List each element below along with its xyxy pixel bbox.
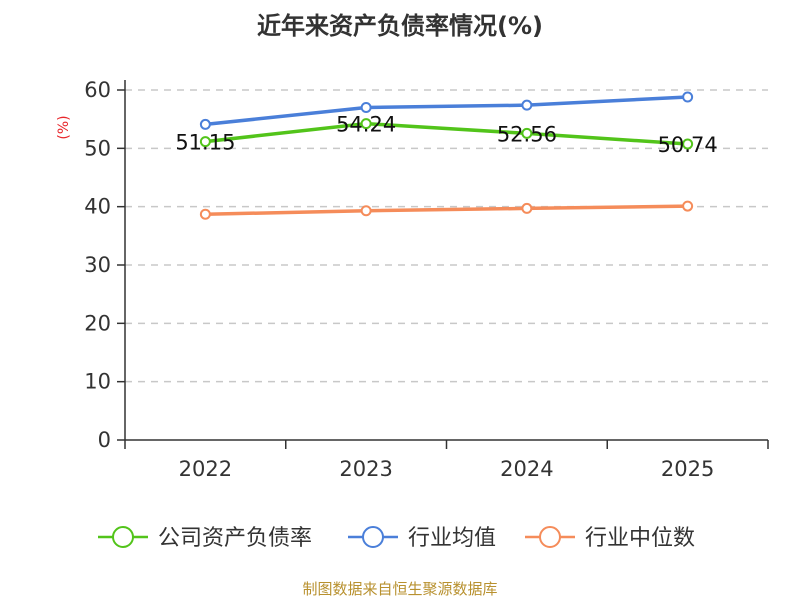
data-label: 52.56 — [497, 122, 557, 146]
x-tick-label: 2024 — [500, 457, 553, 481]
y-tick-label: 30 — [84, 253, 111, 277]
legend-marker — [112, 526, 134, 548]
data-label: 50.74 — [658, 133, 718, 157]
series-line-2 — [203, 204, 690, 216]
data-point — [521, 127, 533, 139]
legend-marker — [539, 526, 561, 548]
chart-title: 近年来资产负债率情况(%) — [257, 12, 543, 40]
data-point — [199, 136, 211, 148]
series-line-1 — [203, 95, 690, 127]
data-point — [360, 118, 372, 130]
data-point — [360, 102, 372, 113]
x-tick-label: 2025 — [661, 457, 714, 481]
data-point — [682, 91, 694, 103]
y-tick-label: 50 — [84, 136, 111, 160]
y-tick-label: 40 — [84, 195, 111, 219]
data-label: 54.24 — [336, 113, 396, 137]
x-tick-label: 2023 — [339, 457, 392, 481]
data-point — [682, 200, 694, 212]
data-point — [199, 208, 211, 220]
data-point — [521, 202, 533, 214]
data-point — [682, 138, 694, 150]
data-point — [521, 99, 533, 111]
legend-label: 公司资产负债率 — [158, 526, 312, 551]
y-tick-label: 10 — [84, 370, 111, 394]
data-point — [360, 205, 372, 217]
legend-label: 行业均值 — [408, 526, 496, 551]
legend-label: 行业中位数 — [585, 526, 695, 551]
legend-marker — [362, 526, 384, 548]
y-tick-label: 20 — [84, 311, 111, 335]
y-axis-label: (%) — [56, 115, 72, 139]
source-note: 制图数据来自恒生聚源数据库 — [302, 580, 498, 598]
y-tick-label: 60 — [84, 78, 111, 102]
x-tick-label: 2022 — [179, 457, 232, 481]
series-line-0 — [203, 121, 690, 146]
y-tick-label: 0 — [98, 428, 111, 452]
data-point — [199, 118, 211, 130]
data-label: 51.15 — [175, 131, 235, 155]
